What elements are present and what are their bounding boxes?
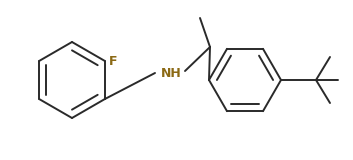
Text: F: F [109, 55, 118, 68]
Text: NH: NH [161, 67, 181, 80]
